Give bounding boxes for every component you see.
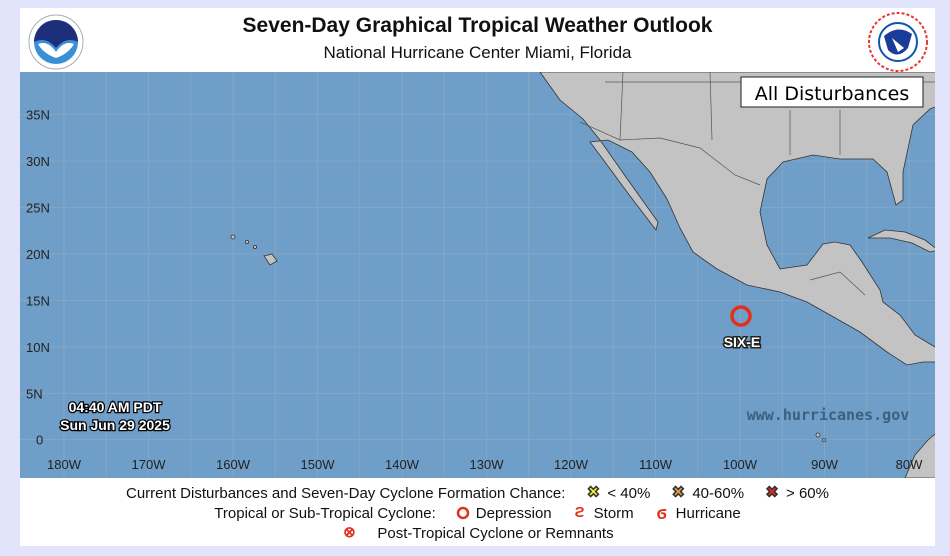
lon-label: 90W [811, 457, 838, 472]
lon-label: 160W [216, 457, 251, 472]
noaa-logo [28, 14, 84, 70]
x-low-icon: ✖ [587, 484, 601, 501]
depression-marker-six-e[interactable] [730, 305, 752, 327]
lat-label: 25N [26, 201, 50, 216]
storm-icon: ϩ [574, 504, 585, 521]
lon-label: 180W [47, 457, 82, 472]
lon-label: 150W [301, 457, 336, 472]
legend-cyclone-label: Tropical or Sub-Tropical Cyclone: [214, 504, 436, 522]
system-label-six-e[interactable]: SIX-E [722, 333, 762, 352]
depression-icon [456, 506, 470, 520]
legend-medium: 40-60% [692, 484, 745, 502]
outlook-map: 35N 30N 25N 20N 15N 10N 5N 0 180W 170W 160W 150W 14… [20, 72, 935, 478]
timestamp-date: Sun Jun 29 2025 [60, 417, 170, 433]
nws-logo [868, 12, 928, 72]
lon-label: 120W [554, 457, 589, 472]
timestamp-time: 04:40 AM PDT [69, 399, 162, 415]
watermark: www.hurricanes.gov [747, 406, 910, 424]
lat-label: 0 [36, 433, 43, 448]
x-high-icon: ✖ [765, 484, 779, 501]
lat-label: 35N [26, 108, 50, 123]
basin-label: All Disturbances [755, 83, 910, 105]
page-title: Seven-Day Graphical Tropical Weather Out… [242, 14, 713, 37]
lon-label: 130W [470, 457, 505, 472]
x-medium-icon: ✖ [672, 484, 686, 501]
page-subtitle: National Hurricane Center Miami, Florida [323, 43, 632, 62]
lat-label: 20N [26, 247, 50, 262]
lon-label: 80W [896, 457, 923, 472]
lon-label: 110W [639, 457, 673, 472]
legend: Current Disturbances and Seven-Day Cyclo… [20, 483, 935, 543]
legend-cyclone-types: Tropical or Sub-Tropical Cyclone: Depres… [20, 503, 935, 523]
south-america [904, 433, 935, 478]
lat-label: 15N [26, 294, 50, 309]
legend-formation-chance: Current Disturbances and Seven-Day Cyclo… [20, 483, 935, 503]
hurricane-icon: ϭ [656, 503, 667, 523]
legend-post-tropical: ⊗ Post-Tropical Cyclone or Remnants [20, 523, 935, 543]
lon-label: 100W [723, 457, 758, 472]
lat-label: 30N [26, 154, 50, 169]
hawaii-islands [230, 234, 236, 240]
legend-high: > 60% [786, 484, 829, 502]
land [230, 72, 935, 478]
lat-label: 5N [26, 386, 43, 401]
basin-label-box [740, 76, 924, 108]
legend-post-tropical-label: Post-Tropical Cyclone or Remnants [377, 524, 614, 542]
legend-storm: Storm [593, 504, 634, 522]
legend-formation-label: Current Disturbances and Seven-Day Cyclo… [126, 484, 566, 502]
lat-label: 10N [26, 340, 50, 355]
legend-low: < 40% [607, 484, 651, 502]
legend-hurricane: Hurricane [675, 504, 741, 522]
hawaii-big-island [263, 253, 278, 266]
cuba [867, 229, 935, 253]
post-tropical-icon: ⊗ [343, 524, 356, 541]
longitude-labels: 180W 170W 160W 150W 140W 130W 120W 110W 100W 90W 8… [47, 457, 923, 472]
lon-label: 140W [385, 457, 420, 472]
north-america-land [539, 72, 935, 366]
legend-depression: Depression [475, 504, 552, 522]
latitude-labels: 35N 30N 25N 20N 15N 10N 5N 0 [26, 108, 50, 448]
lon-label: 170W [132, 457, 167, 472]
